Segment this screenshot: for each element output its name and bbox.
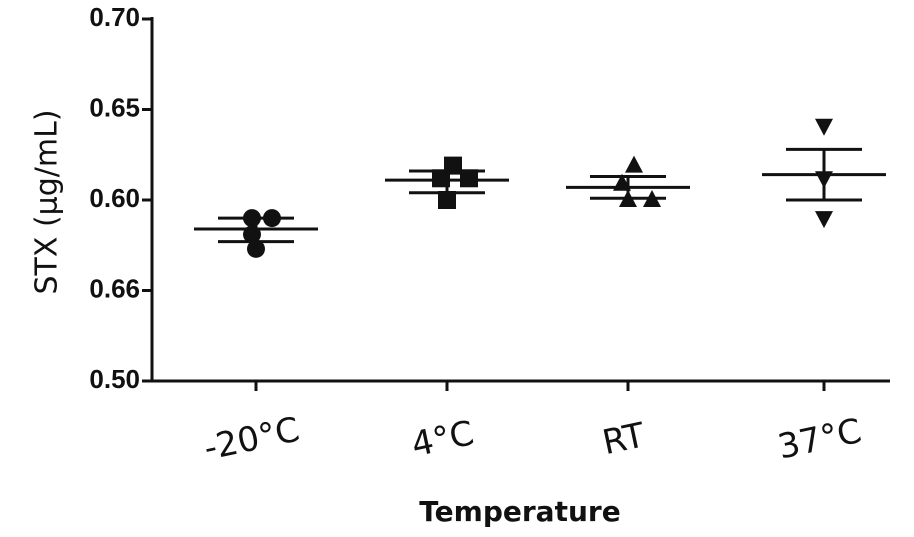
y-tick-label: 0.66 — [89, 273, 140, 303]
data-point — [247, 239, 265, 258]
x-tick-label: -20°C — [200, 410, 302, 469]
data-point — [815, 211, 833, 229]
plot-area — [194, 118, 886, 258]
series-group — [762, 118, 886, 229]
y-axis-title: STX (µg/mL) — [30, 109, 65, 294]
y-tick-label: 0.70 — [89, 2, 140, 32]
x-tick-label: 4°C — [408, 413, 477, 465]
x-tick-label: 37°C — [774, 411, 864, 468]
data-point — [815, 118, 833, 136]
data-point — [438, 191, 456, 209]
y-tick-label: 0.50 — [89, 364, 140, 394]
series-group — [385, 156, 509, 209]
x-axis-title: Temperature — [419, 495, 620, 528]
data-point — [460, 169, 478, 188]
y-tick-label: 0.65 — [89, 92, 140, 122]
series-group — [566, 155, 690, 207]
x-axis: -20°C 4°C RT 37°C — [151, 379, 890, 469]
series-group — [194, 209, 318, 258]
data-point — [625, 155, 643, 173]
y-tick-label: 0.60 — [89, 183, 140, 213]
x-tick-label: RT — [599, 415, 649, 463]
y-axis: 0.50 0.66 0.60 0.65 0.70 — [89, 2, 154, 394]
